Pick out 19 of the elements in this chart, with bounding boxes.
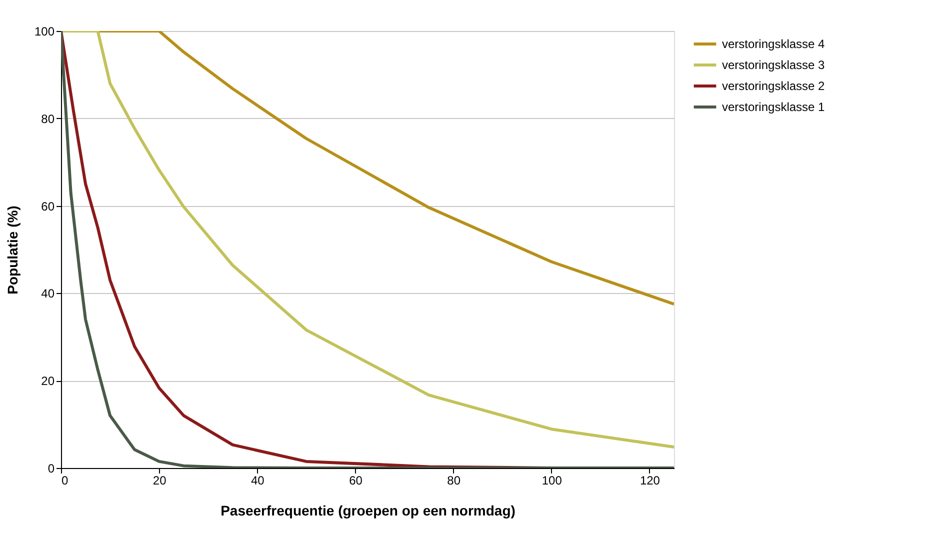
- x-tick-label: 80: [447, 474, 461, 488]
- legend-label: verstoringsklasse 3: [722, 58, 826, 72]
- x-axis-title: Paseerfrequentie (groepen op een normdag): [220, 502, 516, 518]
- y-tick-label: 80: [41, 112, 55, 126]
- x-tick-label: 120: [640, 474, 660, 488]
- y-tick-label: 0: [48, 462, 55, 476]
- legend-label: verstoringsklasse 1: [722, 100, 826, 114]
- x-tick-label: 100: [542, 474, 562, 488]
- y-tick-label: 20: [41, 374, 55, 388]
- y-tick-label: 100: [34, 24, 55, 38]
- legend-label: verstoringsklasse 4: [722, 37, 826, 51]
- legend-label: verstoringsklasse 2: [722, 79, 826, 93]
- y-axis-title: Populatie (%): [4, 206, 20, 294]
- y-tick-label: 60: [41, 199, 55, 214]
- x-tick-label: 0: [62, 474, 68, 488]
- y-tick-label: 40: [41, 286, 55, 301]
- x-tick-label: 40: [250, 474, 265, 488]
- x-tick-label: 60: [349, 474, 363, 488]
- x-tick-label: 20: [152, 474, 167, 488]
